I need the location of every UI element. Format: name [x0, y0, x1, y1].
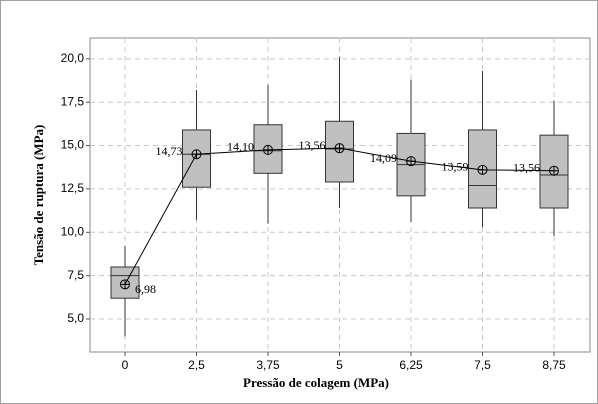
x-tick-label: 5	[336, 358, 343, 372]
mean-annotation: 13,56	[513, 160, 540, 174]
y-tick-label: 17,5	[61, 94, 85, 108]
y-tick-label: 15,0	[61, 138, 85, 152]
x-tick-label: 3,75	[256, 358, 280, 372]
x-axis-label: Pressão de colagem (MPa)	[243, 375, 389, 390]
mean-cross	[335, 143, 344, 153]
x-tick-label: 6,25	[399, 358, 423, 372]
mean-annotation: 13,56	[299, 138, 326, 152]
y-axis-label: Tensão de ruptura (MPa)	[31, 125, 46, 266]
y-tick-label: 20,0	[61, 51, 85, 65]
mean-cross	[263, 145, 273, 155]
x-tick-label: 7,5	[474, 358, 491, 372]
y-tick-label: 5,0	[67, 311, 84, 325]
mean-annotation: 14,73	[156, 144, 183, 158]
x-tick-label: 2,5	[188, 358, 205, 372]
y-tick-label: 10,0	[61, 224, 85, 238]
mean-annotation: 6,98	[135, 282, 156, 296]
mean-cross	[478, 165, 487, 175]
mean-cross	[549, 166, 559, 176]
mean-cross	[192, 149, 201, 159]
mean-cross	[120, 279, 130, 289]
mean-cross	[406, 156, 416, 166]
y-tick-label: 7,5	[67, 268, 84, 282]
x-tick-label: 0	[122, 358, 129, 372]
mean-annotation: 14,09	[370, 151, 397, 165]
y-tick-label: 12,5	[61, 181, 85, 195]
x-tick-label: 8,75	[542, 358, 566, 372]
mean-annotation: 14,10	[227, 140, 254, 154]
mean-annotation: 13,59	[442, 160, 469, 174]
